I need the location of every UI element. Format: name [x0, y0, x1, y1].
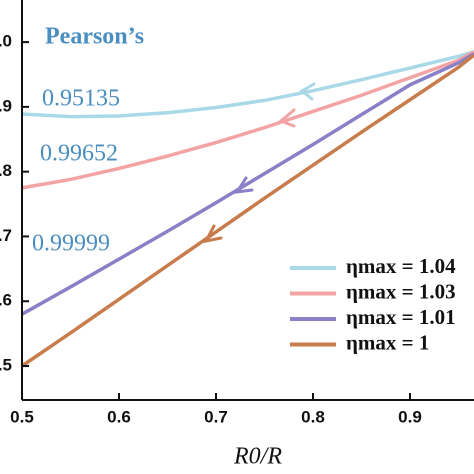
y-tick-label: 0.7	[0, 226, 12, 245]
annotation: 0.99999	[32, 231, 110, 257]
annotation: Pearson’s	[45, 24, 144, 50]
series-line	[21, 53, 474, 368]
arrow	[299, 82, 316, 101]
direction-arrows	[203, 82, 316, 244]
plot-area	[21, 50, 474, 368]
legend-label: ηmax = 1.04	[346, 254, 456, 278]
arrow	[233, 176, 254, 194]
arrow	[278, 108, 296, 128]
legend-label: ηmax = 1.01	[346, 305, 456, 329]
series-line	[21, 52, 474, 316]
legend-label: ηmax = 1.03	[346, 279, 456, 303]
x-tick-label: 0.8	[301, 407, 325, 426]
annotation: 0.95135	[42, 86, 120, 112]
arrow	[203, 224, 223, 244]
series-line	[21, 50, 474, 119]
x-tick-label: 0.7	[204, 407, 228, 426]
x-tick-label: 0.5	[10, 407, 34, 426]
y-tick-label: 0.6	[0, 291, 12, 310]
y-tick-label: 1.0	[0, 32, 12, 51]
x-axis-label: R0/R	[233, 444, 282, 470]
series-line	[21, 50, 474, 190]
annotation: 0.99652	[40, 141, 118, 167]
y-tick-label: 0.8	[0, 161, 12, 180]
y-tick-label: 0.5	[0, 355, 12, 374]
y-tick-label: 0.9	[0, 96, 12, 115]
x-tick-label: 0.9	[398, 407, 422, 426]
legend-label: ηmax = 1	[346, 330, 429, 354]
x-tick-label: 0.6	[107, 407, 131, 426]
